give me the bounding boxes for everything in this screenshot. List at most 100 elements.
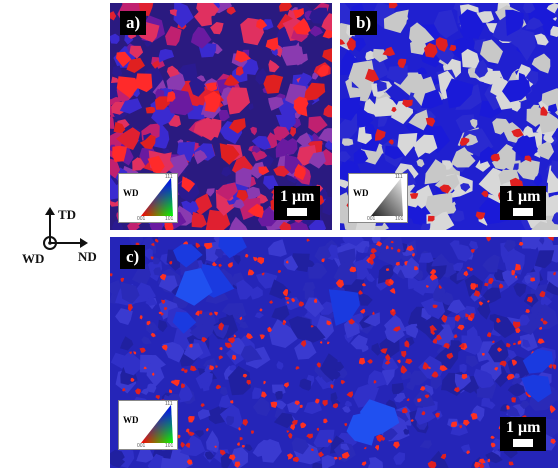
grain-texture — [166, 70, 186, 92]
panel-label-a: a) — [120, 11, 147, 35]
grain-texture — [487, 300, 490, 303]
grain-texture — [268, 239, 287, 257]
grain-texture — [435, 37, 448, 52]
grain-texture — [219, 143, 240, 165]
grain-texture — [525, 309, 530, 314]
ipf-triangle-icon — [141, 178, 173, 216]
grain-texture — [160, 457, 176, 468]
grain-texture — [404, 340, 410, 348]
grain-texture — [346, 391, 354, 398]
grain-texture — [342, 405, 351, 413]
ebsd-map-b — [340, 3, 558, 230]
grain-texture — [147, 383, 157, 393]
grain-texture — [376, 80, 387, 92]
grain-texture — [330, 392, 338, 404]
grain-texture — [166, 65, 180, 78]
grain-texture — [523, 3, 536, 14]
grain-texture — [211, 324, 230, 339]
grain-texture — [397, 58, 407, 69]
grain-texture — [186, 459, 193, 465]
grain-texture — [360, 308, 366, 314]
grain-texture — [416, 158, 425, 168]
grain-texture — [291, 298, 296, 303]
grain-texture — [144, 40, 152, 47]
grain-texture — [400, 365, 408, 374]
panel-label-c: c) — [120, 245, 146, 269]
grain-texture — [378, 243, 404, 267]
grain-texture — [487, 458, 491, 463]
grain-texture — [189, 343, 193, 348]
grain-texture — [302, 282, 316, 293]
grain-texture — [214, 249, 225, 259]
grain-texture — [392, 326, 401, 332]
grain-texture — [259, 308, 263, 312]
grain-texture — [461, 374, 468, 380]
grain-texture — [247, 203, 264, 218]
grain-texture — [209, 365, 215, 371]
grain-texture — [469, 118, 478, 129]
grain-texture — [139, 347, 146, 353]
grain-texture — [218, 263, 222, 268]
grain-texture — [469, 313, 475, 319]
grain-texture — [145, 106, 156, 114]
grain-texture — [361, 461, 367, 466]
grain-texture — [404, 261, 408, 266]
grain-texture — [247, 269, 255, 276]
grain-texture — [306, 259, 315, 267]
grain-texture — [518, 72, 529, 85]
grain-texture — [122, 387, 126, 392]
grain-texture — [511, 397, 517, 403]
grain-texture — [344, 318, 360, 339]
grain-texture — [332, 361, 345, 372]
grain-texture — [340, 380, 346, 385]
grain-texture — [292, 18, 311, 35]
grain-texture — [230, 447, 248, 468]
grain-texture — [262, 19, 274, 30]
grain-texture — [391, 382, 404, 395]
grain-texture — [335, 279, 344, 288]
grain-texture — [499, 283, 504, 289]
grain-texture — [525, 70, 539, 86]
grain-texture — [303, 401, 322, 415]
grain-texture — [530, 240, 540, 250]
grain-texture — [550, 25, 558, 38]
grain-texture — [472, 368, 495, 389]
grain-texture — [364, 123, 376, 135]
grain-texture — [371, 342, 382, 356]
grain-texture — [506, 405, 521, 417]
grain-texture — [553, 271, 556, 276]
grain-texture — [506, 349, 517, 360]
grain-texture — [261, 272, 265, 276]
grain-texture — [417, 398, 422, 403]
grain-texture — [449, 34, 477, 60]
grain-texture — [469, 267, 474, 272]
grain-texture — [410, 370, 428, 386]
grain-texture — [161, 312, 164, 316]
grain-texture — [340, 179, 349, 189]
grain-texture — [490, 442, 496, 448]
grain-texture — [229, 216, 248, 230]
grain-texture — [403, 428, 410, 435]
grain-texture — [457, 324, 465, 331]
grain-texture — [293, 8, 304, 19]
grain-texture — [240, 345, 263, 363]
grain-texture — [173, 244, 203, 268]
grain-texture — [246, 333, 253, 340]
grain-texture — [141, 387, 149, 395]
grain-texture — [439, 184, 452, 194]
grain-texture — [473, 290, 481, 297]
grain-texture — [453, 334, 458, 339]
grain-texture — [458, 343, 465, 348]
grain-texture — [290, 424, 295, 431]
ipf-color-key-a: WD 111 001 101 — [118, 173, 178, 223]
grain-texture — [540, 318, 544, 322]
grain-texture — [197, 409, 211, 420]
grain-texture — [181, 176, 196, 193]
grain-texture — [413, 388, 436, 408]
grain-texture — [252, 387, 262, 399]
grain-texture — [502, 79, 531, 103]
grain-texture — [361, 344, 369, 353]
grain-texture — [110, 115, 115, 129]
grain-texture — [294, 339, 317, 360]
grain-texture — [375, 129, 386, 141]
